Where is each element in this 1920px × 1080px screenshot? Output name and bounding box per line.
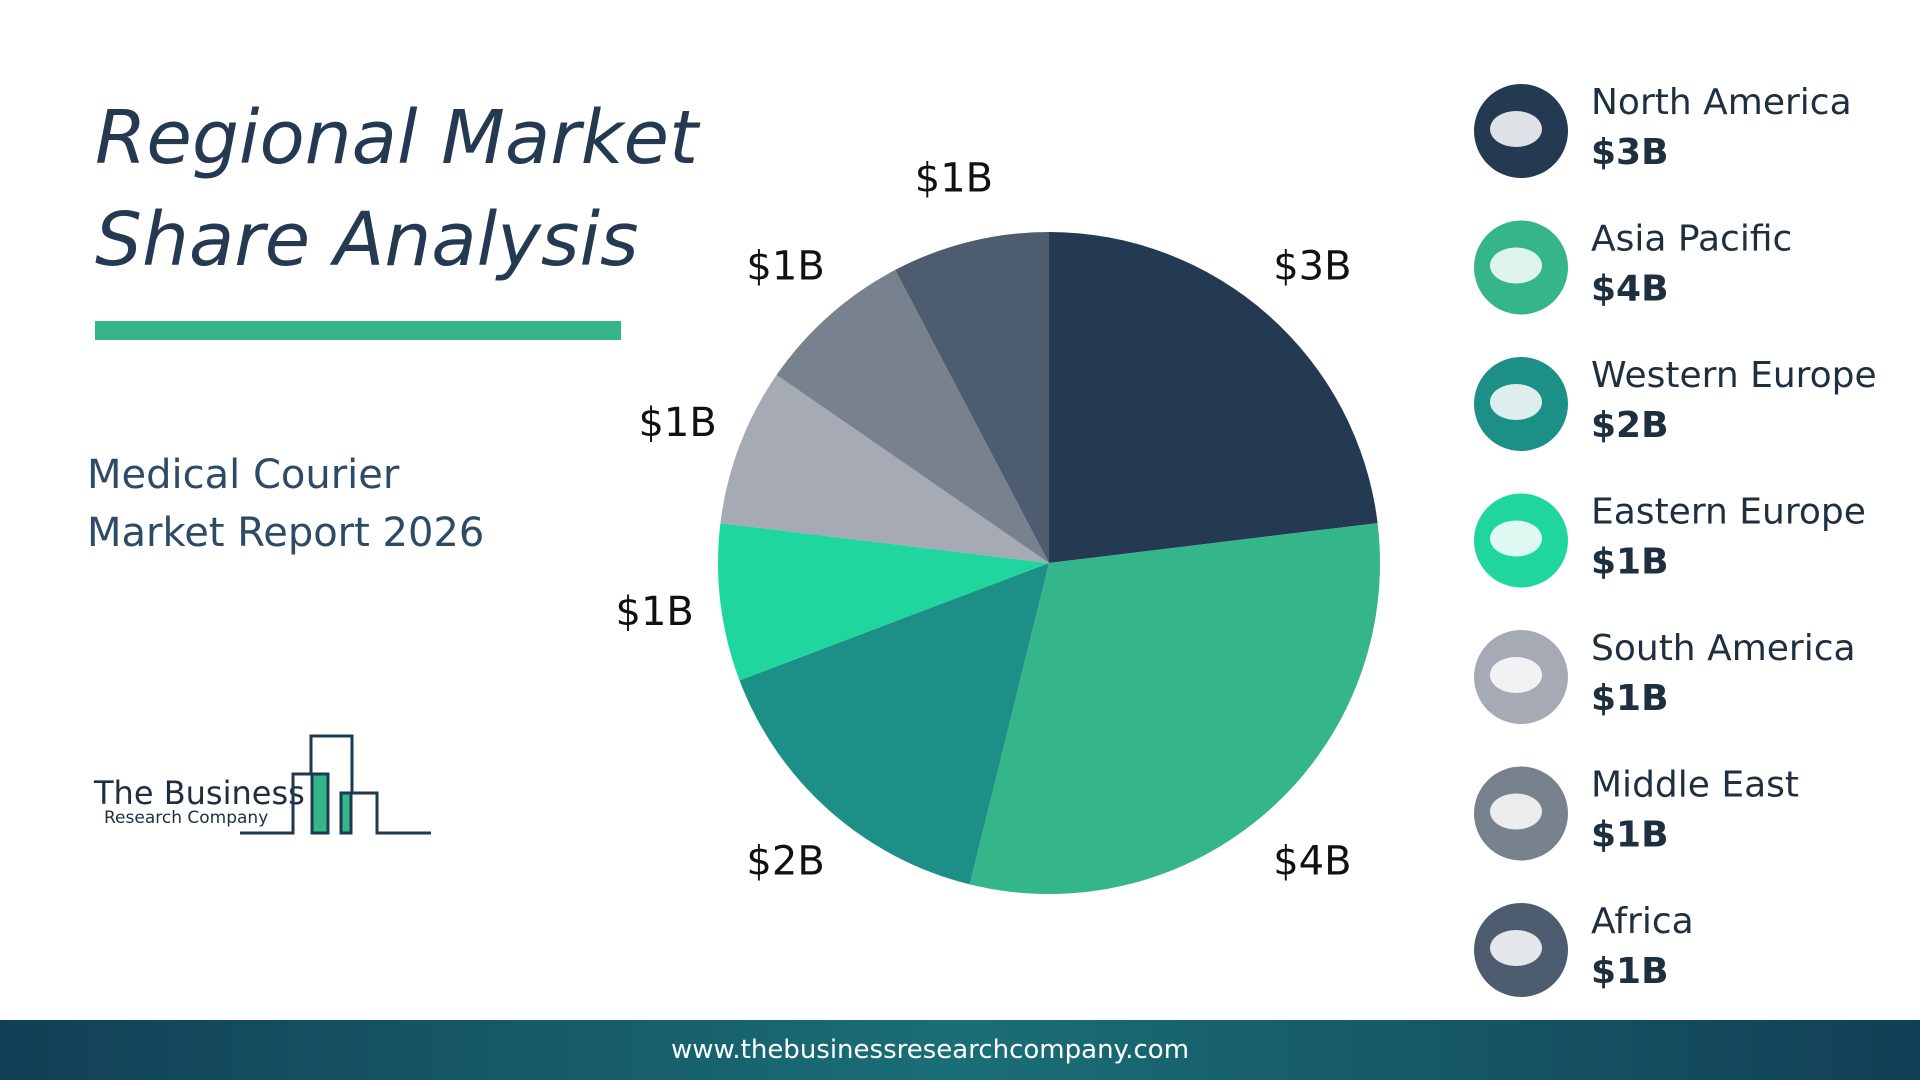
pie-slice (969, 523, 1380, 894)
title-underline (95, 321, 621, 340)
pie-label: $2B (746, 838, 824, 884)
footer-url: www.thebusinessresearchcompany.com (671, 1035, 1189, 1065)
logo-bars (240, 734, 431, 835)
logo-text: The Business (93, 774, 305, 812)
legend-value: $1B (1591, 542, 1669, 583)
legend-icon-map (1490, 930, 1542, 966)
legend-name: South America (1591, 628, 1856, 669)
logo-text: Research Company (104, 808, 268, 828)
title-line: Share Analysis (95, 197, 639, 283)
pie-slice (739, 563, 1049, 885)
pie-slice (776, 269, 1049, 563)
pie-label: $1B (638, 400, 716, 446)
pie-chart: $3B $4B $2B $1B $1B $1B $1B (616, 155, 1380, 894)
pie-slice (720, 374, 1049, 563)
legend-name: Western Europe (1591, 355, 1877, 396)
legend-value: $4B (1591, 269, 1669, 310)
legend-name: Middle East (1591, 765, 1799, 806)
pie-label: $1B (746, 244, 824, 290)
legend-icon-map (1490, 384, 1542, 420)
legend-name: Asia Pacific (1591, 219, 1792, 260)
logo-bar (339, 791, 353, 835)
legend-icon-map (1490, 793, 1542, 830)
logo-bar (310, 772, 330, 835)
pie-label: $4B (1273, 838, 1351, 884)
legend-value: $3B (1591, 132, 1669, 173)
title-line: Regional Market (95, 95, 701, 181)
logo: The Business Research Company (93, 734, 431, 835)
pie-label: $3B (1273, 244, 1351, 290)
legend-icon-map (1490, 247, 1542, 284)
subtitle-line: Medical Courier (87, 452, 400, 498)
legend-name: North America (1591, 82, 1852, 123)
pie-slice (718, 523, 1049, 681)
legend-value: $1B (1591, 951, 1669, 992)
legend-name: Eastern Europe (1591, 492, 1866, 533)
legend-value: $1B (1591, 678, 1669, 719)
legend-icon-map (1490, 520, 1542, 557)
subtitle-line: Market Report 2026 (87, 510, 484, 556)
legend: North America $3B Asia Pacific $4B Western E… (1474, 82, 1877, 997)
pie-slice (895, 232, 1049, 563)
pie-slice (1049, 232, 1378, 563)
legend-icon-map (1490, 657, 1542, 693)
legend-name: Africa (1591, 901, 1694, 942)
legend-value: $1B (1591, 815, 1669, 856)
pie-label: $1B (915, 155, 993, 201)
legend-value: $2B (1591, 405, 1669, 446)
footer-bar (0, 1020, 1920, 1080)
legend-icon-map (1490, 111, 1542, 147)
pie-label: $1B (616, 589, 694, 635)
